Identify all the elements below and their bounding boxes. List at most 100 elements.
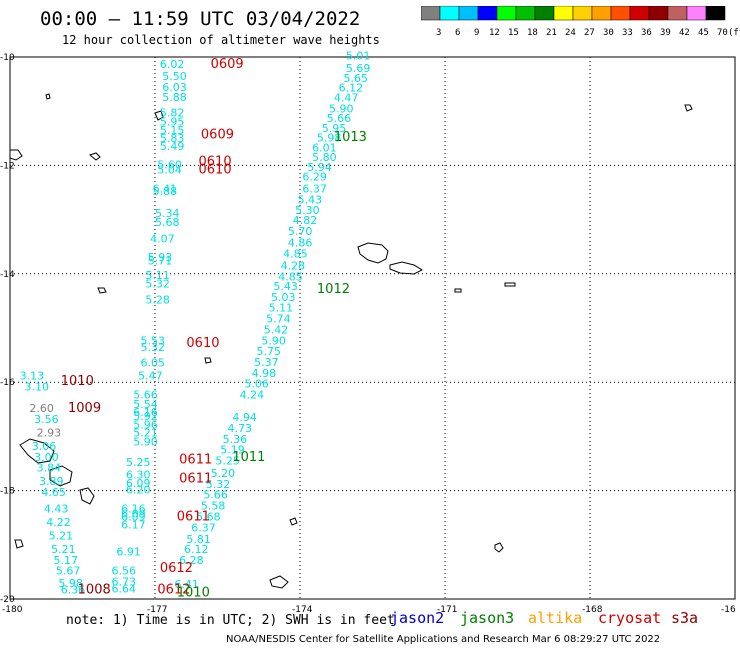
wave-height-reading: 5.81 (186, 533, 211, 546)
pass-time-label: 1010 (177, 585, 210, 600)
wave-height-reading: 5.43 (273, 280, 298, 293)
wave-height-reading: 4.07 (150, 232, 175, 245)
wave-height-reading: 5.92 (133, 410, 158, 423)
longitude-tick-label: -16 (721, 605, 736, 615)
wave-height-reading: 6.37 (302, 183, 327, 196)
wave-height-reading: 6.41 (153, 183, 178, 196)
wave-height-reading: 5.34 (155, 207, 180, 220)
islet (14, 539, 24, 549)
wave-height-reading: 5.17 (54, 554, 79, 567)
wave-height-reading: 3.84 (37, 462, 62, 475)
wave-height-reading: 4.22 (46, 516, 71, 529)
footer-note: note: 1) Time is in UTC; 2) SWH is in fe… (66, 613, 395, 628)
islet (504, 282, 516, 287)
pass-time-label: 1010 (61, 374, 94, 389)
colorbar-swatch (553, 5, 574, 21)
wave-height-reading: 5.15 (160, 124, 185, 137)
colorbar-swatch (496, 5, 517, 21)
wave-height-reading: 4.98 (252, 367, 277, 380)
colorbar-swatch (534, 5, 555, 21)
map-subtitle: 12 hour collection of altimeter wave hei… (62, 33, 380, 47)
wave-height-reading: 5.04 (157, 164, 182, 177)
colorbar-label: 70 (717, 28, 728, 38)
wave-height-reading: 5.80 (312, 151, 337, 164)
wave-height-reading: 6.09 (121, 508, 145, 521)
colorbar-label: 3 (436, 28, 442, 38)
colorbar-swatch (705, 5, 726, 21)
wave-height-reading: 6.37 (191, 521, 216, 534)
wave-height-reading: 3.56 (34, 413, 59, 426)
colorbar-label: 12 (489, 28, 500, 38)
wave-height-reading: 5.66 (327, 112, 352, 125)
longitude-tick-label: -174 (292, 605, 313, 615)
wave-height-reading: 5.94 (307, 161, 332, 174)
islet (88, 152, 101, 161)
wave-height-reading: 5.96 (133, 418, 158, 431)
wave-height-reading: 5.90 (329, 102, 354, 115)
colorbar-swatch (420, 5, 441, 21)
wave-height-reading: 5.93 (148, 251, 173, 264)
islet (9, 149, 23, 161)
colorbar-label: 33 (622, 28, 633, 38)
credit-line: NOAA/NESDIS Center for Satellite Applica… (226, 634, 661, 645)
wave-height-reading: 5.88 (153, 185, 178, 198)
colorbar-label: 45 (698, 28, 709, 38)
satellite-pass-labels: 0609060906100610101310120610101010090611… (61, 57, 367, 600)
axis-labels: -10 -12 -14 -16 -18 -20-180 -177 -174 -171 -168 -1… (0, 53, 736, 615)
wave-height-reading: 5.90 (261, 334, 286, 347)
wave-height-reading: 4.82 (293, 214, 318, 227)
wave-height-reading: 5.21 (133, 426, 158, 439)
longitude-tick-label: -168 (582, 605, 603, 615)
gridlines (10, 57, 735, 599)
fiji-island (19, 438, 55, 464)
wave-height-reading: 6.91 (116, 546, 141, 559)
wave-height-reading: 5.50 (162, 70, 187, 83)
wave-height-reading: 5.06 (244, 378, 269, 391)
wave-height-reading: 6.09 (126, 477, 151, 490)
pass-time-label: 0612 (157, 583, 190, 598)
legend-s3a: s3a (671, 609, 699, 627)
wave-height-reading: 4.47 (334, 91, 359, 104)
colorbar-swatch (515, 5, 536, 21)
wave-height-reading: 5.25 (126, 456, 151, 469)
colorbar-label: 18 (527, 28, 538, 38)
islet (204, 357, 212, 364)
wave-height-reading: 5.03 (271, 291, 296, 304)
islet (684, 104, 693, 112)
wave-height-reading: 3.13 (20, 369, 44, 382)
wave-height-reading: 6.36 (61, 584, 86, 597)
latitude-tick-label: -14 (0, 270, 15, 280)
wave-height-reading: 6.05 (141, 356, 166, 369)
islet (269, 575, 289, 589)
fiji-island (49, 465, 73, 487)
colorbar-label: 36 (641, 28, 652, 38)
longitude-tick-label: -177 (147, 605, 167, 615)
wave-height-reading: 6.01 (312, 141, 337, 154)
wave-height-reading: 5.95 (322, 122, 347, 135)
wave-height-reading: 4.85 (283, 248, 308, 261)
wave-height-reading: 5.58 (201, 500, 226, 513)
wave-height-reading: 5.49 (160, 140, 185, 153)
colorbar-swatch (439, 5, 460, 21)
pass-time-label: 0611 (179, 471, 212, 486)
colorbar-label: (ft) (728, 28, 740, 38)
wave-height-reading: 2.93 (37, 426, 62, 439)
colorbar-swatch (648, 5, 669, 21)
wave-height-reading: 5.25 (215, 455, 240, 468)
wave-height-reading: 6.03 (162, 81, 187, 94)
wave-height-reading: 5.21 (51, 543, 75, 556)
latitude-tick-label: -18 (0, 487, 15, 497)
colorbar-label: 30 (603, 28, 614, 38)
wave-height-reading: 6.28 (179, 554, 204, 567)
wave-height-reading: 6.30 (126, 469, 151, 482)
colorbar-label: 27 (584, 28, 595, 38)
wave-height-reading: 5.75 (257, 345, 282, 358)
wave-height-reading: 6.20 (126, 483, 151, 496)
longitude-tick-label: -171 (437, 605, 457, 615)
wave-height-reading: 5.32 (145, 277, 170, 290)
samoa-island (357, 242, 389, 264)
wave-height-reading: 5.69 (346, 62, 371, 75)
wave-height-reading: 5.32 (141, 341, 166, 354)
islet (45, 93, 51, 100)
